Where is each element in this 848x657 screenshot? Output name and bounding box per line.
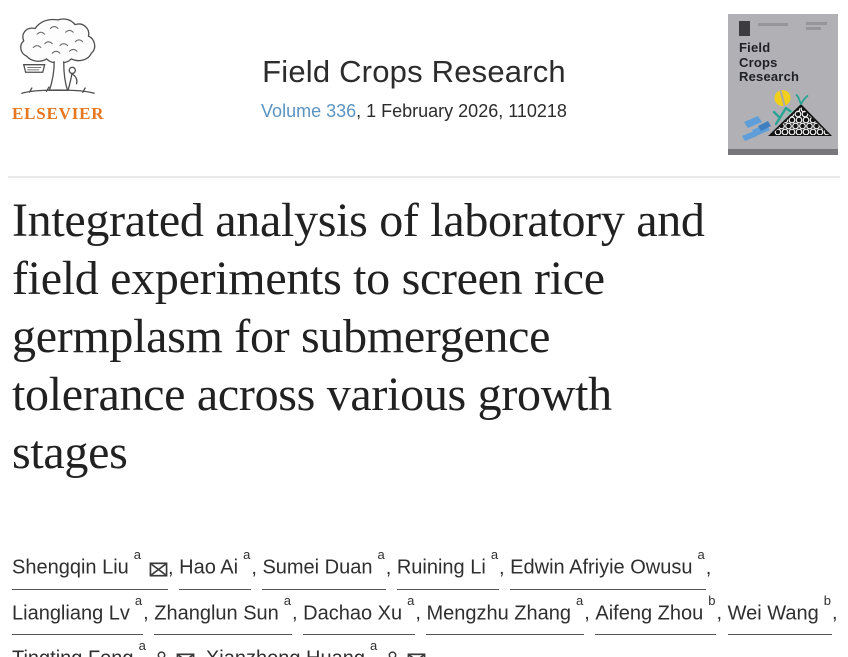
- affiliation-superscript: a: [243, 547, 251, 562]
- person-icon[interactable]: [154, 650, 169, 657]
- cover-title-line: Research: [739, 69, 800, 84]
- elsevier-wordmark: ELSEVIER: [12, 104, 105, 123]
- elsevier-logo[interactable]: ELSEVIER: [12, 14, 104, 124]
- article-title: Integrated analysis of laboratory and fie…: [12, 192, 842, 482]
- author-separator: ,: [716, 602, 728, 625]
- affiliation-superscript: b: [708, 592, 716, 608]
- cover-title-line: Crops: [739, 54, 778, 70]
- author-link[interactable]: Xianzhong Huanga: [206, 635, 426, 657]
- divider: [8, 176, 840, 178]
- author-link[interactable]: Shengqin Liua: [12, 544, 169, 590]
- author-link[interactable]: Sumei Duana: [262, 544, 386, 590]
- author-separator: ,: [385, 556, 397, 579]
- article-title-line: field experiments to screen rice: [12, 252, 605, 305]
- author-entry: Ruining Lia,: [396, 547, 511, 590]
- article-title-line: tolerance across various growth: [12, 368, 612, 421]
- cover-mini-logo: [739, 21, 750, 36]
- issue-info: , 1 February 2026, 110218: [356, 101, 567, 121]
- author-link[interactable]: Liangliang Lva: [12, 590, 144, 636]
- cover-top-text: [806, 27, 821, 30]
- author-separator: ,: [143, 602, 155, 625]
- affiliation-superscript: a: [138, 638, 146, 654]
- author-separator: ,: [168, 556, 180, 579]
- journal-cover-thumbnail[interactable]: Field Crops Research: [728, 14, 838, 155]
- cover-top-text: [758, 23, 788, 26]
- email-icon[interactable]: [176, 653, 195, 657]
- affiliation-superscript: a: [283, 592, 292, 608]
- journal-header: Field Crops Research Volume 336, 1 Febru…: [112, 54, 716, 122]
- journal-title-link[interactable]: Field Crops Research: [262, 54, 566, 89]
- author-link[interactable]: Dachao Xua: [303, 590, 416, 636]
- author-link[interactable]: Ruining Lia: [396, 544, 500, 590]
- cover-top-text: [806, 22, 827, 25]
- cover-title-line: Field: [739, 40, 771, 55]
- email-icon[interactable]: [407, 653, 426, 657]
- author-link[interactable]: Tingting Fenga: [12, 635, 195, 657]
- email-icon[interactable]: [149, 562, 168, 577]
- author-separator: ,: [499, 556, 511, 579]
- affiliation-superscript: a: [377, 547, 385, 562]
- author-separator: ,: [584, 602, 596, 625]
- author-link[interactable]: Mengzhu Zhanga: [426, 590, 585, 636]
- author-separator: ,: [831, 602, 838, 625]
- author-entry: Zhanglun Suna,: [154, 593, 304, 636]
- author-separator: ,: [415, 602, 427, 625]
- affiliation-superscript: b: [823, 592, 831, 608]
- affiliation-superscript: a: [697, 547, 705, 562]
- affiliation-superscript: a: [133, 547, 142, 562]
- author-link[interactable]: Zhanglun Suna: [154, 590, 293, 636]
- author-entry: Mengzhu Zhanga,: [426, 593, 596, 636]
- author-entry: Xianzhong Huanga: [206, 638, 426, 657]
- author-link[interactable]: Hao Aia: [179, 544, 252, 590]
- affiliation-superscript: a: [407, 592, 415, 608]
- article-title-line: germplasm for submergence: [12, 310, 551, 363]
- article-title-line: stages: [12, 426, 128, 479]
- affiliation-superscript: a: [576, 592, 584, 608]
- author-entry: Hao Aia,: [179, 547, 263, 590]
- author-link[interactable]: Wei Wangb: [727, 590, 832, 636]
- affiliation-superscript: a: [369, 638, 378, 654]
- author-separator: ,: [292, 602, 304, 625]
- author-link[interactable]: Edwin Afriyie Owusua: [510, 544, 706, 590]
- cover-journal-title: Field Crops Research: [739, 40, 800, 85]
- author-entry: Liangliang Lva,: [12, 593, 155, 636]
- author-list: Shengqin Liua, Hao Aia, Sumei Duana, Rui…: [12, 544, 842, 657]
- affiliation-superscript: a: [134, 592, 143, 608]
- author-entry: Aifeng Zhoub,: [595, 593, 728, 636]
- issue-line: Volume 336, 1 February 2026, 110218: [112, 101, 716, 122]
- author-entry: Wei Wangb,: [727, 593, 838, 636]
- elsevier-tree-icon: [18, 14, 98, 102]
- cover-illustration: [728, 90, 838, 155]
- person-icon[interactable]: [385, 650, 400, 657]
- author-entry: Shengqin Liua,: [12, 547, 180, 590]
- volume-link[interactable]: Volume 336: [261, 101, 357, 121]
- author-separator: ,: [705, 556, 712, 579]
- author-entry: Sumei Duana,: [262, 547, 397, 590]
- article-title-line: Integrated analysis of laboratory and: [12, 194, 705, 247]
- affiliation-superscript: a: [490, 547, 499, 562]
- author-link[interactable]: Aifeng Zhoub: [595, 590, 717, 636]
- author-separator: ,: [195, 648, 206, 657]
- author-entry: Edwin Afriyie Owusua,: [510, 547, 712, 590]
- author-entry: Tingting Fenga,: [12, 638, 206, 657]
- author-separator: ,: [251, 556, 263, 579]
- author-entry: Dachao Xua,: [303, 593, 427, 636]
